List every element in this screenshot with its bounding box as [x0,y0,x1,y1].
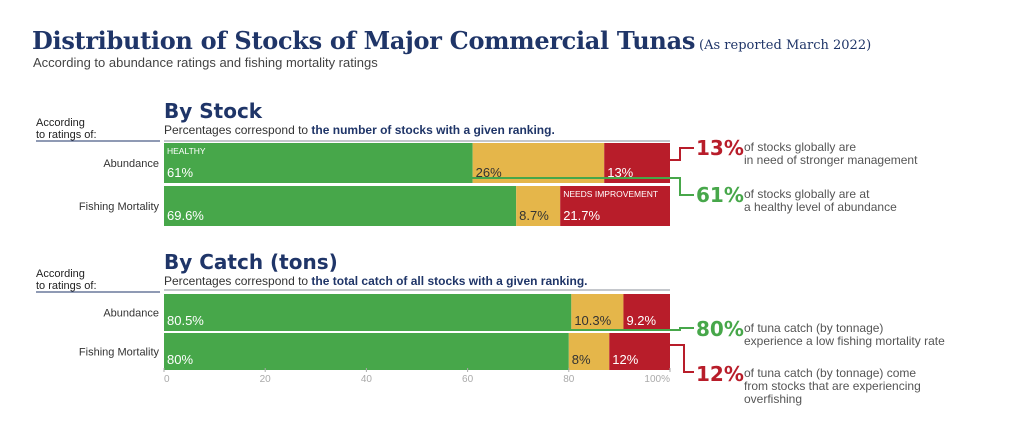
panel1-data-label: 61% [167,165,193,180]
x-tick-label: 60 [462,374,474,385]
panel1-bar-red [604,143,670,183]
panel1-caption-prefix: Percentages correspond to [164,123,311,137]
panel1-side-label-line2: to ratings of: [36,129,97,141]
callout-text-1: in need of stronger management [744,153,918,167]
panel2-data-label: 80% [167,352,193,367]
callout-value-3: 80% [696,317,744,341]
panel2-category-label: Fishing Mortality [79,347,160,359]
callout-text-1: of stocks globally are [744,140,856,154]
panel2-bar-green [164,333,569,370]
x-tick-label: 0 [164,374,170,385]
panel1-side-label-line1: According [36,117,85,129]
panel2-caption-prefix: Percentages correspond to [164,274,311,288]
panel2-data-label: 12% [612,352,638,367]
callout-text-4: overfishing [744,392,802,406]
panel2-bar-yellow [571,294,624,331]
panel1-title: By Stock [164,99,263,123]
panel2-caption: Percentages correspond to the total catc… [164,274,587,288]
callout-value-1: 13% [696,136,744,160]
panel1-bar-yellow [472,143,605,183]
panel1-series-name-green: HEALTHY [167,146,206,156]
connector-13 [670,147,694,161]
panel2-bar-yellow [568,333,610,370]
panel1-caption: Percentages correspond to the number of … [164,123,555,137]
panel2-bar-red [623,294,670,331]
panel1-data-label: 21.7% [563,208,600,223]
panel1-data-label: 13% [607,165,633,180]
connector-61 [340,177,694,196]
panel2-data-label: 8% [572,352,591,367]
panel1-caption-bold: the number of stocks with a given rankin… [311,123,554,137]
panel2-bar-red [609,333,670,370]
panel1-data-label: 8.7% [519,208,549,223]
panel2-bar-green [164,294,572,331]
panel1-bar-green [164,186,517,226]
panel1-bar-yellow [516,186,561,226]
panel2-side-label-line1: According [36,268,85,280]
panel2-category-label: Abundance [103,308,159,320]
panel2-caption-bold: the total catch of all stocks with a giv… [311,274,587,288]
panel2-data-label: 10.3% [574,313,611,328]
panel1-data-label: 69.6% [167,208,204,223]
panel1-bar-red [560,186,670,226]
title-block: Distribution of Stocks of Major Commerci… [32,26,871,55]
page-title: Distribution of Stocks of Major Commerci… [32,26,696,55]
panel1-bar-green [164,143,473,183]
callout-text-3: experience a low fishing mortality rate [744,334,945,348]
panel2-data-label: 9.2% [626,313,656,328]
panel2-side-label-line2: to ratings of: [36,280,97,292]
callout-value-2: 61% [696,183,744,207]
callout-text-4: from stocks that are experiencing [744,379,921,393]
panel1-category-label: Fishing Mortality [79,201,160,213]
callout-text-3: of tuna catch (by tonnage) [744,321,883,335]
title-note: (As reported March 2022) [699,38,872,53]
callout-value-4: 12% [696,362,744,386]
callout-text-4: of tuna catch (by tonnage) come [744,366,916,380]
x-tick-label: 100% [644,374,670,385]
x-tick-label: 80 [563,374,575,385]
panel2-title: By Catch (tons) [164,250,338,274]
callout-text-2: a healthy level of abundance [744,200,897,214]
x-tick-label: 20 [260,374,272,385]
page-subtitle: According to abundance ratings and fishi… [33,55,378,70]
x-tick-label: 40 [361,374,373,385]
panel1-category-label: Abundance [103,158,159,170]
panel2-data-label: 80.5% [167,313,204,328]
callout-text-2: of stocks globally are at [744,187,870,201]
panel1-data-label: 26% [476,165,502,180]
connector-12 [670,344,694,373]
panel1-series-name-red: NEEDS IMPROVEMENT [563,189,658,199]
connector-80 [340,327,694,331]
